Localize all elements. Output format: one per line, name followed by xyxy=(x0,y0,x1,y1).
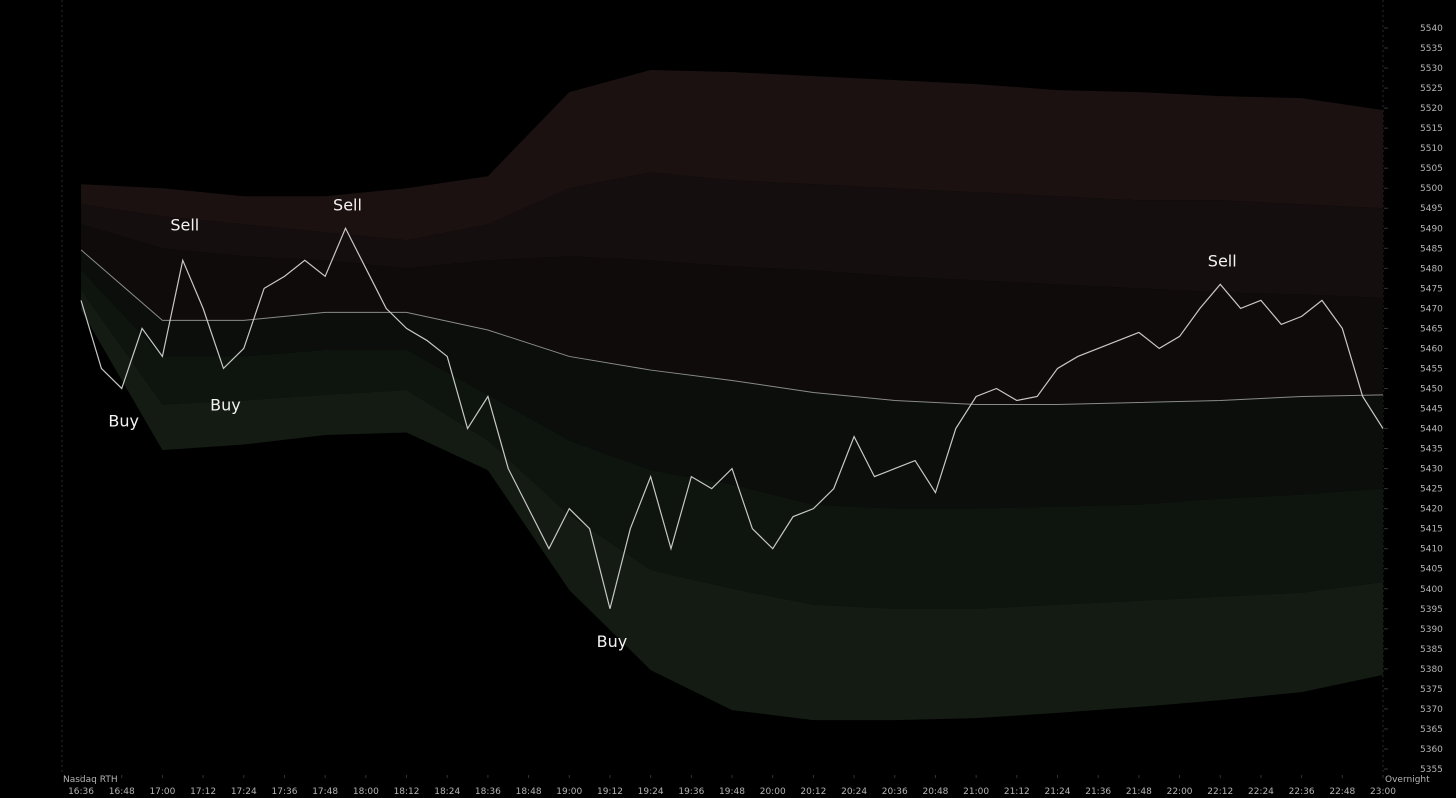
y-tick-label: 5410 xyxy=(1420,545,1443,555)
x-tick-label: 20:00 xyxy=(760,787,786,797)
x-tick-label: 21:12 xyxy=(1004,787,1030,797)
y-tick-label: 5480 xyxy=(1420,264,1443,274)
band-area xyxy=(81,249,1383,509)
y-tick-label: 5475 xyxy=(1420,284,1443,294)
x-tick-label: 20:36 xyxy=(882,787,908,797)
x-tick-label: 19:48 xyxy=(719,787,745,797)
y-tick-label: 5385 xyxy=(1420,645,1443,655)
y-tick-label: 5360 xyxy=(1420,745,1443,755)
x-tick-label: 19:36 xyxy=(678,787,704,797)
y-tick-label: 5390 xyxy=(1420,625,1443,635)
y-tick-label: 5535 xyxy=(1420,44,1443,54)
y-tick-label: 5435 xyxy=(1420,445,1443,455)
y-tick-label: 5430 xyxy=(1420,465,1443,475)
band-area xyxy=(81,224,1383,405)
session-label: Nasdaq RTH xyxy=(63,775,118,785)
session-label: Overnight xyxy=(1385,775,1430,785)
x-tick-label: 20:48 xyxy=(922,787,948,797)
x-tick-label: 22:24 xyxy=(1248,787,1274,797)
y-tick-label: 5500 xyxy=(1420,184,1443,194)
x-tick-label: 18:00 xyxy=(353,787,379,797)
y-tick-label: 5380 xyxy=(1420,665,1443,675)
y-tick-label: 5505 xyxy=(1420,164,1443,174)
x-tick-label: 18:36 xyxy=(475,787,501,797)
y-tick-label: 5415 xyxy=(1420,525,1443,535)
y-tick-label: 5440 xyxy=(1420,425,1443,435)
y-tick-label: 5470 xyxy=(1420,304,1443,314)
band-area xyxy=(81,289,1383,721)
x-tick-label: 16:48 xyxy=(109,787,135,797)
y-tick-label: 5460 xyxy=(1420,344,1443,354)
x-tick-label: 22:12 xyxy=(1207,787,1233,797)
band-area xyxy=(81,70,1383,241)
y-tick-label: 5370 xyxy=(1420,705,1443,715)
x-tick-label: 21:36 xyxy=(1085,787,1111,797)
x-tick-label: 19:24 xyxy=(638,787,664,797)
y-tick-label: 5490 xyxy=(1420,224,1443,234)
y-tick-label: 5450 xyxy=(1420,384,1443,394)
x-tick-label: 21:48 xyxy=(1126,787,1152,797)
signal-label: Sell xyxy=(170,215,199,234)
y-tick-label: 5405 xyxy=(1420,565,1443,575)
vwap-line xyxy=(80,249,1384,406)
y-tick-label: 5465 xyxy=(1420,324,1443,334)
y-tick-label: 5445 xyxy=(1420,405,1443,415)
x-tick-label: 20:24 xyxy=(841,787,867,797)
signal-label: Sell xyxy=(333,195,362,214)
y-tick-label: 5515 xyxy=(1420,124,1443,134)
y-tick-label: 5510 xyxy=(1420,144,1443,154)
y-tick-label: 5520 xyxy=(1420,104,1443,114)
x-tick-label: 18:48 xyxy=(516,787,542,797)
x-tick-label: 21:24 xyxy=(1045,787,1071,797)
y-tick-label: 5355 xyxy=(1420,765,1443,775)
x-tick-label: 19:12 xyxy=(597,787,623,797)
x-tick-label: 22:48 xyxy=(1329,787,1355,797)
x-tick-label: 22:00 xyxy=(1167,787,1193,797)
x-tick-label: 16:36 xyxy=(68,787,94,797)
band-area xyxy=(81,269,1383,609)
y-tick-label: 5375 xyxy=(1420,685,1443,695)
x-tick-label: 23:00 xyxy=(1370,787,1396,797)
x-tick-label: 17:00 xyxy=(149,787,175,797)
y-tick-label: 5530 xyxy=(1420,64,1443,74)
y-tick-label: 5365 xyxy=(1420,725,1443,735)
y-tick-label: 5495 xyxy=(1420,204,1443,214)
x-tick-label: 17:12 xyxy=(190,787,216,797)
x-tick-label: 18:12 xyxy=(394,787,420,797)
band-area xyxy=(81,172,1383,298)
x-tick-label: 17:36 xyxy=(272,787,298,797)
x-tick-label: 19:00 xyxy=(556,787,582,797)
x-tick-label: 18:24 xyxy=(434,787,460,797)
signal-label: Buy xyxy=(108,412,139,431)
y-tick-label: 5485 xyxy=(1420,244,1443,254)
x-tick-label: 22:36 xyxy=(1289,787,1315,797)
y-tick-label: 5420 xyxy=(1420,505,1443,515)
signal-label: Sell xyxy=(1208,251,1237,270)
x-tick-label: 21:00 xyxy=(963,787,989,797)
y-tick-label: 5395 xyxy=(1420,605,1443,615)
signal-label: Buy xyxy=(210,395,241,414)
x-tick-label: 17:24 xyxy=(231,787,257,797)
x-tick-label: 20:12 xyxy=(800,787,826,797)
price-line xyxy=(80,226,1384,609)
signal-label: Buy xyxy=(597,632,628,651)
y-tick-label: 5540 xyxy=(1420,24,1443,34)
y-tick-label: 5525 xyxy=(1420,84,1443,94)
y-tick-label: 5455 xyxy=(1420,364,1443,374)
y-tick-label: 5425 xyxy=(1420,485,1443,495)
x-tick-label: 17:48 xyxy=(312,787,338,797)
y-tick-label: 5400 xyxy=(1420,585,1443,595)
